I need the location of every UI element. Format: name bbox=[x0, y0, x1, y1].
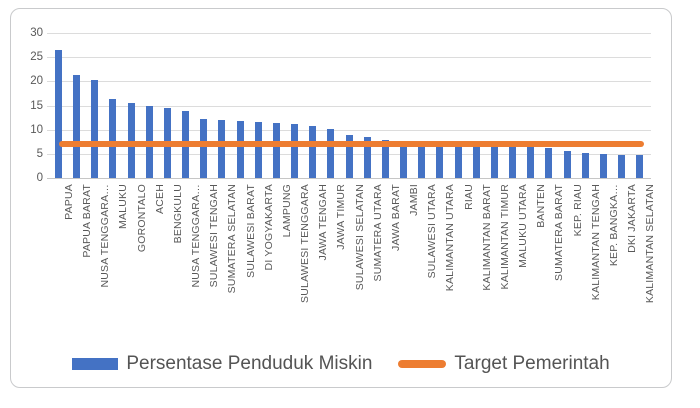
x-axis-label: NUSA TENGGARA… bbox=[190, 184, 203, 288]
x-axis-label: NUSA TENGGARA… bbox=[99, 184, 112, 288]
x-axis-label: KEP. BANGKA… bbox=[608, 184, 620, 267]
legend-label-target: Target Pemerintah bbox=[454, 353, 610, 374]
x-axis-label: SUMATERA UTARA bbox=[371, 184, 384, 282]
bar bbox=[236, 120, 244, 178]
x-axis-label: JAWA BARAT bbox=[389, 184, 402, 251]
x-axis-label: JAMBI bbox=[408, 184, 421, 216]
bar bbox=[454, 143, 462, 178]
x-axis-label: SUMATERA SELATAN bbox=[226, 184, 239, 294]
bar bbox=[563, 150, 571, 178]
y-axis-tick-label: 15 bbox=[30, 99, 43, 112]
x-axis-label: SULAWESI TENGAH bbox=[208, 184, 221, 288]
x-axis-label: SULAWESI UTARA bbox=[426, 184, 439, 279]
x-axis-label: KALIMANTAN BARAT bbox=[480, 184, 493, 291]
x-axis-label: ACEH bbox=[153, 184, 166, 214]
bar bbox=[345, 135, 353, 178]
gridline bbox=[47, 33, 651, 35]
x-axis-label: KALIMANTAN TENGAH bbox=[589, 184, 602, 301]
x-axis-label: DI YOGYAKARTA bbox=[262, 184, 275, 271]
x-axis-label: BENGKULU bbox=[171, 184, 184, 244]
x-axis-label: JAWA TIMUR bbox=[335, 184, 348, 250]
legend: Persentase Penduduk Miskin Target Pemeri… bbox=[11, 347, 671, 381]
bar bbox=[363, 137, 371, 178]
target-line bbox=[59, 141, 644, 148]
gridline bbox=[47, 105, 651, 107]
bar bbox=[436, 143, 444, 178]
x-axis-label: DKI JAKARTA bbox=[626, 184, 639, 253]
bar bbox=[381, 139, 389, 178]
x-axis-label: LAMPUNG bbox=[280, 184, 293, 238]
legend-item-target: Target Pemerintah bbox=[398, 353, 610, 375]
bar bbox=[600, 154, 607, 178]
y-axis-tick-label: 20 bbox=[30, 75, 43, 88]
gridline bbox=[47, 129, 651, 131]
x-axis-label: SULAWESI TENGGARA bbox=[299, 184, 312, 303]
legend-label-persentase: Persentase Penduduk Miskin bbox=[126, 353, 373, 374]
x-axis-label: SULAWESI BARAT bbox=[244, 184, 257, 278]
legend-line-swatch bbox=[398, 360, 447, 368]
x-axis-label: KALIMANTAN UTARA bbox=[444, 184, 457, 292]
y-axis-tick-label: 5 bbox=[36, 147, 43, 160]
y-axis-tick-label: 25 bbox=[30, 51, 43, 64]
bar bbox=[618, 154, 626, 178]
bar bbox=[472, 144, 480, 178]
bar bbox=[218, 120, 226, 178]
bar bbox=[291, 123, 299, 178]
y-axis-tick-label: 30 bbox=[30, 27, 43, 40]
bar bbox=[509, 146, 517, 178]
x-axis-label: MALUKU bbox=[117, 184, 130, 229]
x-axis-label: GORONTALO bbox=[135, 184, 148, 253]
x-axis-line bbox=[47, 178, 651, 179]
bar bbox=[109, 99, 117, 178]
y-axis-tick-label: 0 bbox=[36, 172, 43, 184]
bar bbox=[272, 122, 280, 178]
x-axis-label: KEP. RIAU bbox=[571, 184, 584, 237]
x-axis-label: MALUKU UTARA bbox=[517, 184, 530, 268]
y-axis-tick-label: 10 bbox=[30, 123, 43, 136]
x-axis-label: JAWA TENGAH bbox=[317, 184, 330, 261]
bar bbox=[127, 103, 135, 178]
x-axis-label: PAPUA BARAT bbox=[81, 184, 94, 258]
x-axis-label: KALIMANTAN SELATAN bbox=[644, 184, 657, 304]
bar bbox=[91, 80, 99, 178]
bar bbox=[54, 49, 62, 178]
gridline bbox=[47, 81, 651, 83]
bar bbox=[73, 74, 81, 178]
bar bbox=[581, 152, 589, 178]
bar bbox=[418, 142, 426, 178]
legend-bar-swatch bbox=[72, 358, 119, 370]
x-axis-label: PAPUA bbox=[62, 184, 75, 220]
bar bbox=[400, 141, 408, 178]
bar bbox=[527, 147, 535, 178]
x-axis-label: KALIMANTAN TIMUR bbox=[498, 184, 511, 290]
legend-item-persentase: Persentase Penduduk Miskin bbox=[72, 353, 372, 375]
x-axis-label: SUMATERA BARAT bbox=[553, 184, 566, 281]
bar bbox=[200, 118, 208, 178]
bar bbox=[309, 125, 317, 178]
x-axis-label: RIAU bbox=[462, 184, 475, 210]
x-axis-label: BANTEN bbox=[535, 184, 548, 228]
bar bbox=[545, 147, 553, 178]
chart-frame: 0 5 10 15 20 25 30 PAPUA PAPUA BARAT NUSA TENGGAR… bbox=[10, 8, 672, 388]
bar bbox=[327, 128, 335, 178]
bar bbox=[490, 144, 498, 178]
x-axis-label: SULAWESI SELATAN bbox=[353, 184, 366, 291]
gridline bbox=[47, 57, 651, 59]
bar bbox=[636, 155, 644, 178]
bar bbox=[254, 122, 262, 178]
